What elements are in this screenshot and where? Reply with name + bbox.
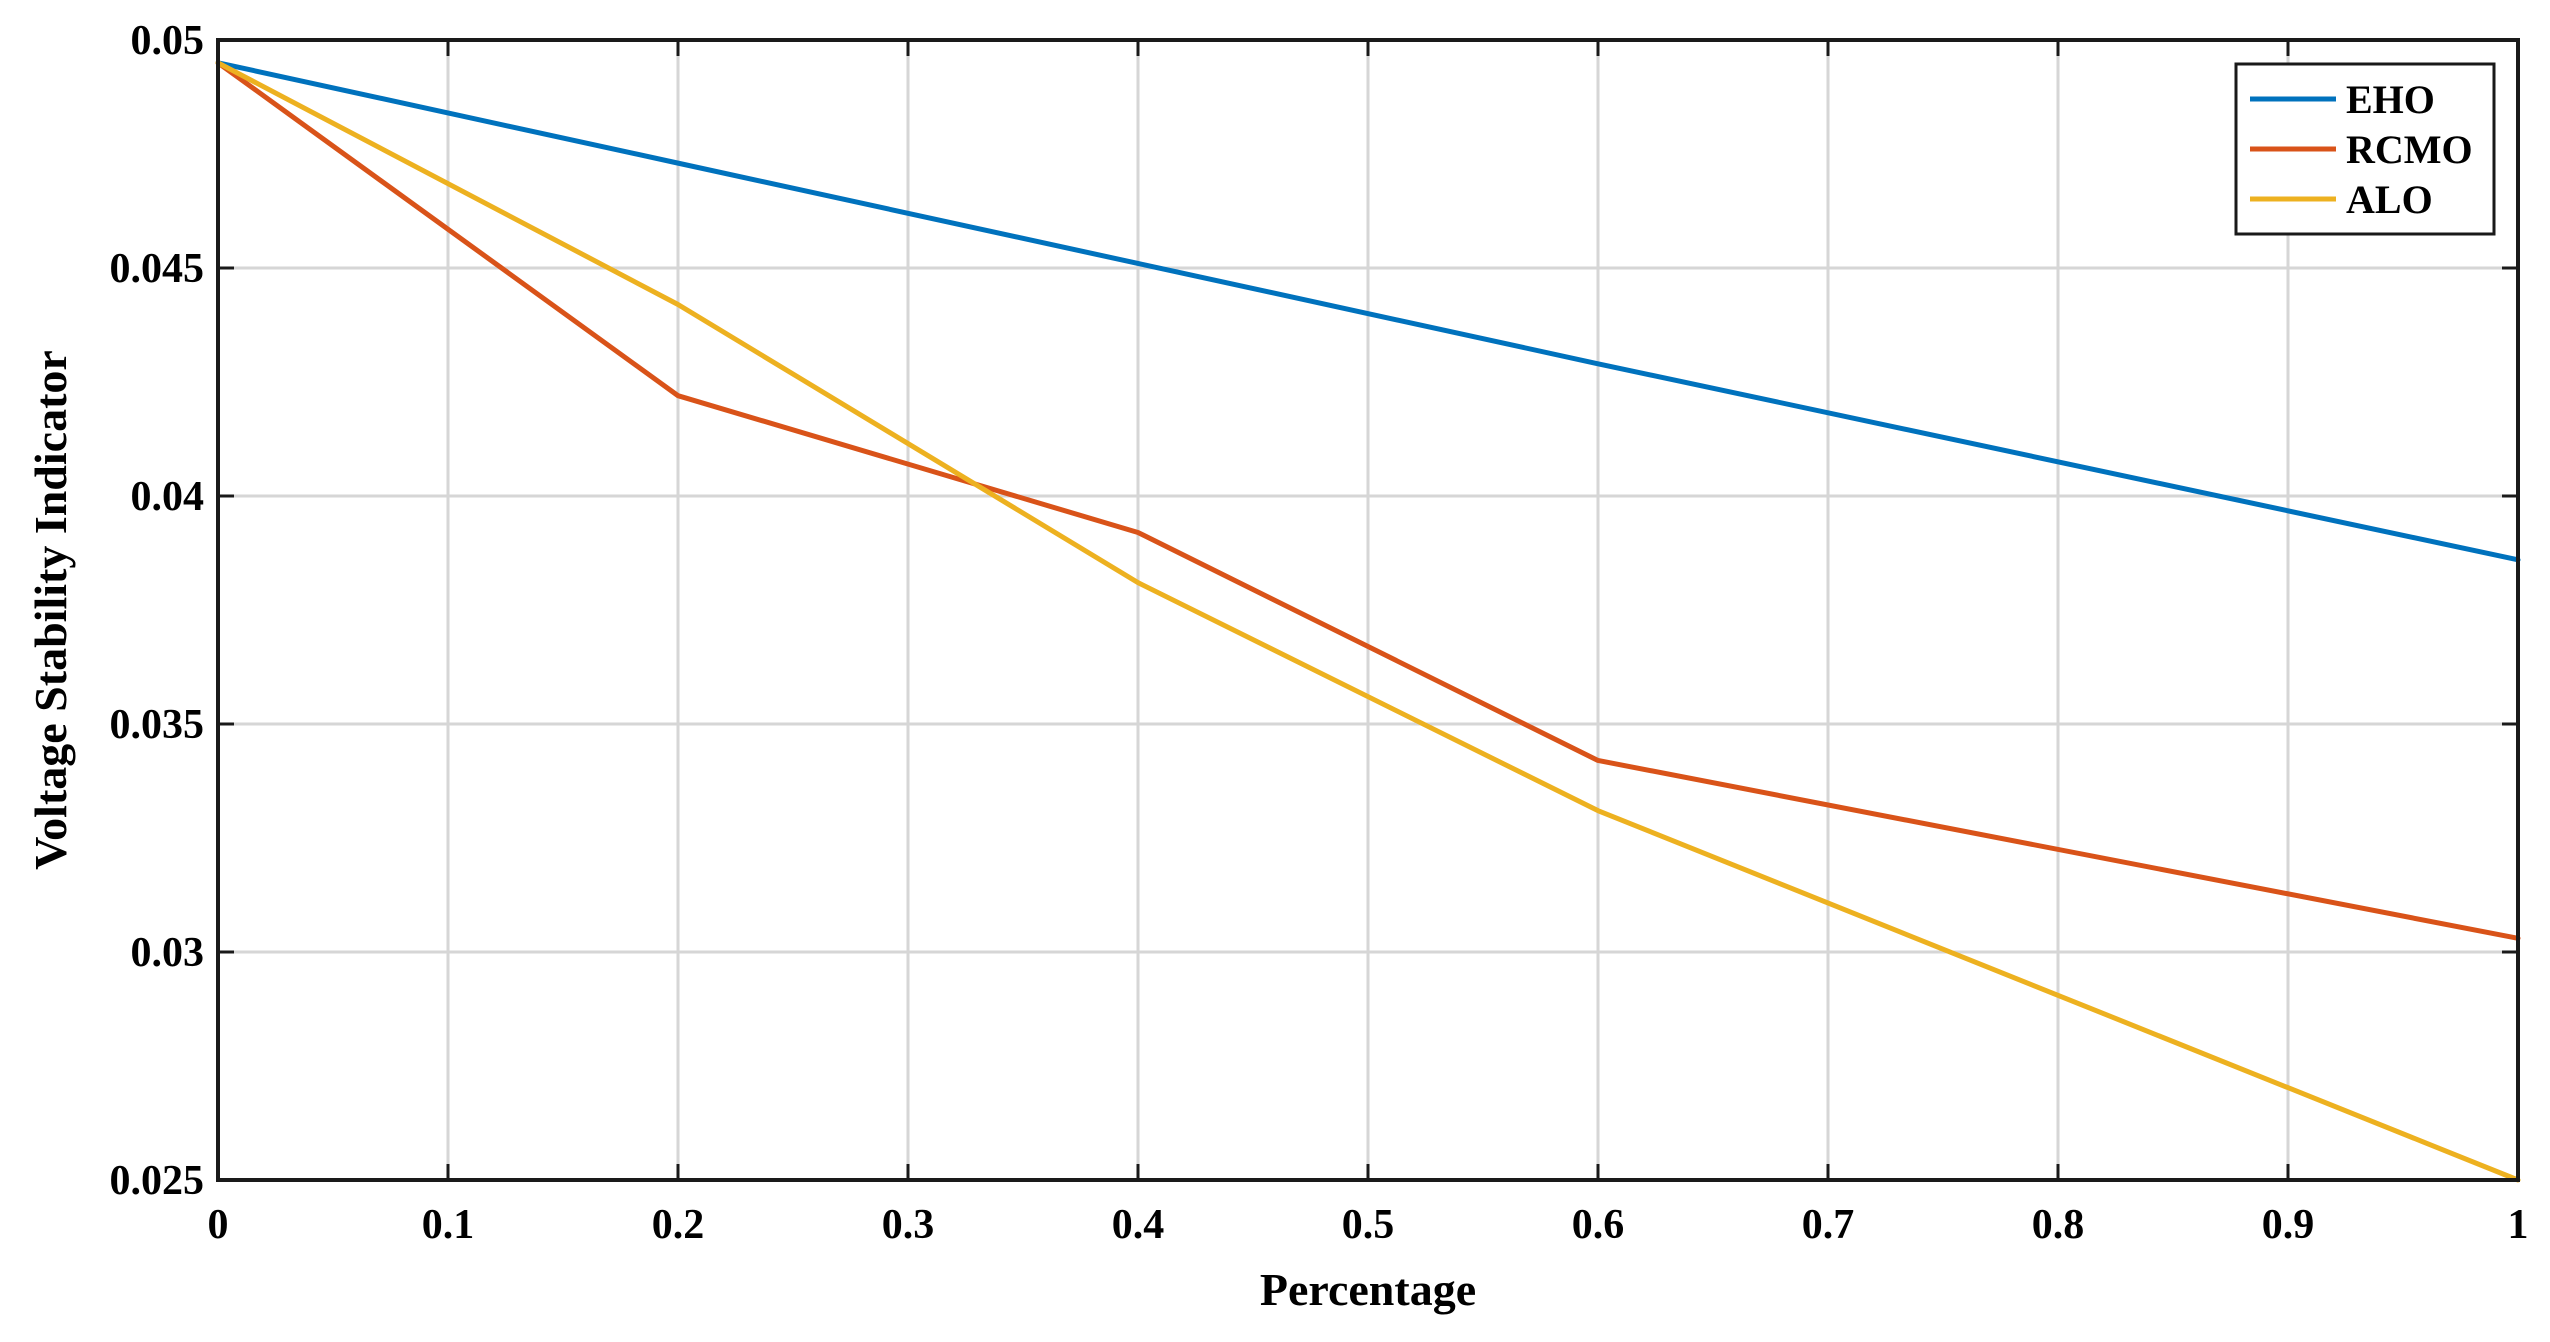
- y-tick-label: 0.035: [110, 702, 205, 748]
- legend-label-rcmo: RCMO: [2346, 127, 2473, 172]
- x-tick-label: 0.4: [1112, 1202, 1165, 1248]
- x-tick-label: 0.7: [1802, 1202, 1855, 1248]
- y-tick-label: 0.045: [110, 246, 205, 292]
- y-tick-label: 0.05: [131, 18, 205, 64]
- series-lines: [215, 60, 2521, 1183]
- x-tick-label: 0.1: [422, 1202, 475, 1248]
- series-line-alo: [215, 60, 2521, 1183]
- y-tick-label: 0.025: [110, 1158, 205, 1204]
- y-tick-label: 0.03: [131, 930, 205, 976]
- y-tick-label: 0.04: [131, 474, 205, 520]
- x-axis-label: Percentage: [1260, 1264, 1476, 1315]
- x-tick-label: 0.6: [1572, 1202, 1625, 1248]
- x-tick-label: 0.2: [652, 1202, 705, 1248]
- legend: EHO RCMO ALO: [2234, 62, 2496, 236]
- x-tick-label: 0.8: [2032, 1202, 2085, 1248]
- axis-ticks: 0 0.1 0.2 0.3 0.4 0.5 0.6 0.7 0.8 0.9 1 0.025 0.03 0.…: [110, 18, 2529, 1248]
- legend-label-alo: ALO: [2346, 177, 2433, 222]
- series-line-eho: [215, 60, 2521, 563]
- x-tick-label: 0: [208, 1202, 229, 1248]
- x-tick-label: 0.3: [882, 1202, 935, 1248]
- x-tick-label: 0.5: [1342, 1202, 1395, 1248]
- y-axis-label: Voltage Stability Indicator: [25, 350, 76, 870]
- series-line-rcmo: [215, 60, 2521, 941]
- axis-labels: Percentage Voltage Stability Indicator: [25, 350, 1476, 1315]
- x-tick-label: 0.9: [2262, 1202, 2315, 1248]
- grid: [218, 40, 2518, 1180]
- legend-label-eho: EHO: [2346, 77, 2435, 122]
- x-tick-label: 1: [2508, 1202, 2529, 1248]
